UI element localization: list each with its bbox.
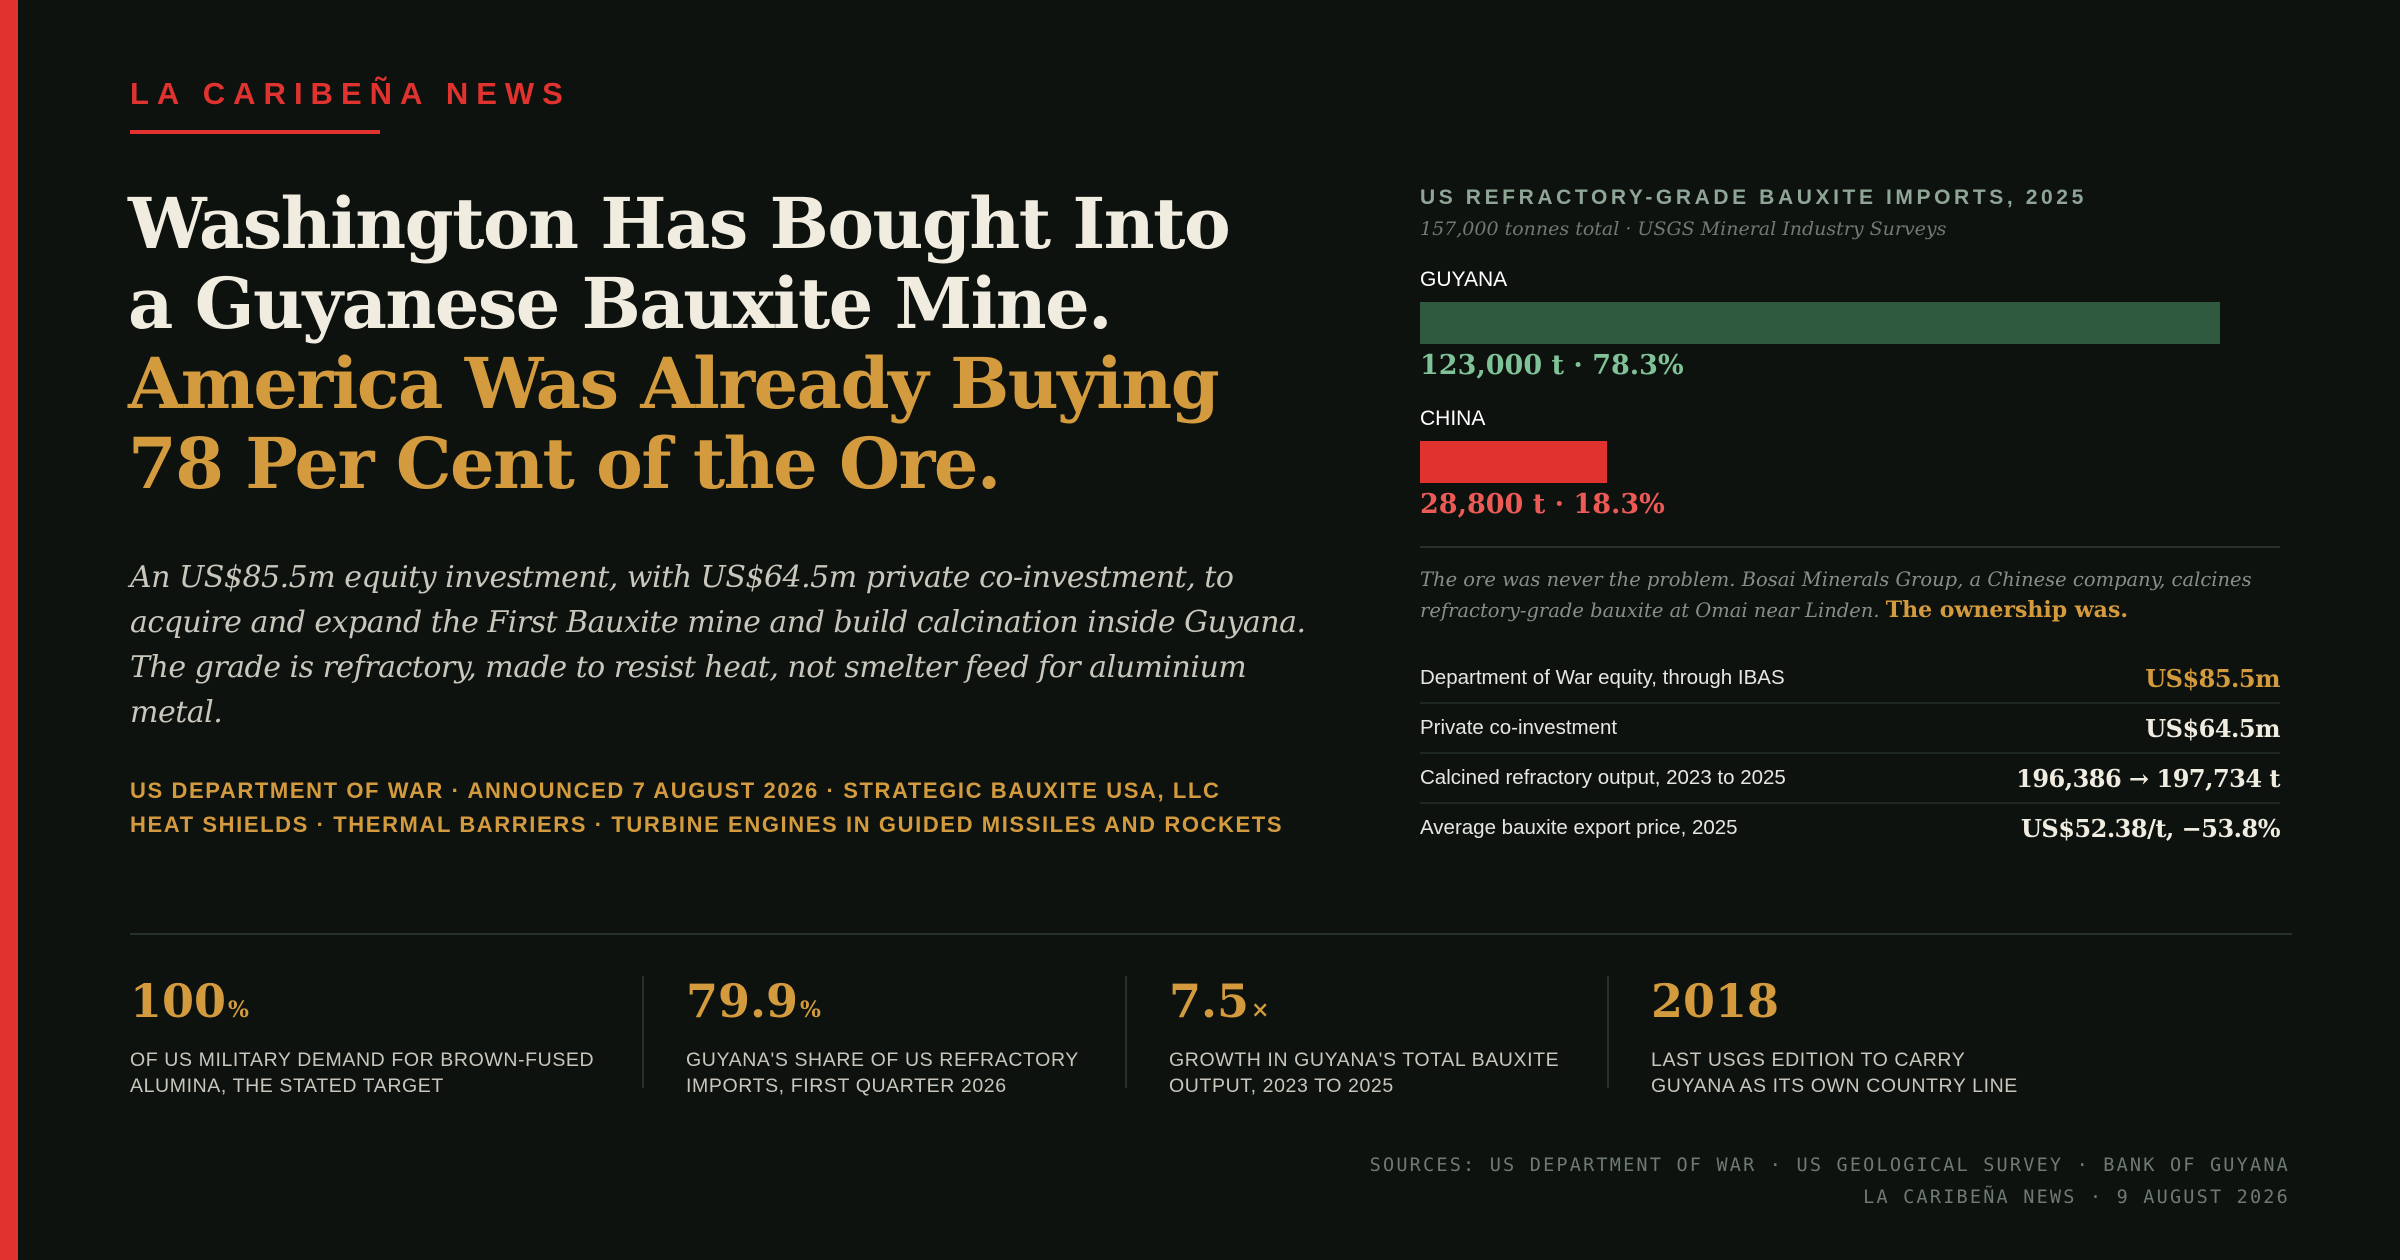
fact-value: US$64.5m [2145,713,2280,743]
standfirst: An US$85.5m equity investment, with US$6… [130,560,1306,730]
bar-china [1420,441,1607,483]
fact-label: Calcined refractory output, 2023 to 2025 [1420,766,1786,789]
stat-label-line: GROWTH IN GUYANA'S TOTAL BAUXITE [1169,1049,1560,1071]
stat-label: GROWTH IN GUYANA'S TOTAL BAUXITE OUTPUT, … [1169,1047,1559,1099]
headline: Washington Has Bought Into a Guyanese Ba… [128,184,1328,504]
stat-value: 2018 [1651,974,1780,1028]
topic-tags-line-1: US DEPARTMENT OF WAR · ANNOUNCED 7 AUGUS… [130,778,1221,803]
headline-line-4: 78 Per Cent of the Ore. [128,422,1001,505]
brand-logo: LA CARIBEÑA NEWS [130,76,571,111]
stat-label: OF US MILITARY DEMAND FOR BROWN-FUSED ALU… [130,1047,594,1099]
note-text: The ore was never the problem. Bosai Min… [1420,568,2252,622]
stat-usgs-edition: 2018 LAST USGS EDITION TO CARRY GUYANA AS… [1607,972,2018,1099]
brand-underline [130,130,380,134]
stat-military-demand: 100% OF US MILITARY DEMAND FOR BROWN-FUS… [130,972,594,1099]
stat-guyana-share: 79.9% GUYANA'S SHARE OF US REFRACTORY IMP… [642,972,1079,1099]
stat-output-growth: 7.5× GROWTH IN GUYANA'S TOTAL BAUXITE OUT… [1125,972,1559,1099]
bar-guyana [1420,302,2220,344]
topic-tags: US DEPARTMENT OF WAR · ANNOUNCED 7 AUGUS… [130,774,1370,842]
headline-line-1: Washington Has Bought Into [128,182,1231,265]
stat-label: LAST USGS EDITION TO CARRY GUYANA AS ITS … [1651,1047,2018,1099]
stat-number: 100% [130,972,594,1039]
stat-divider [1607,976,1609,1088]
stat-divider [1125,976,1127,1088]
analysis-note: The ore was never the problem. Bosai Min… [1420,564,2280,626]
left-accent-bar [0,0,18,1260]
stat-unit: % [800,997,821,1023]
headline-line-2: a Guyanese Bauxite Mine. [128,262,1113,345]
fact-row: Calcined refractory output, 2023 to 2025… [1420,754,2280,804]
stat-label-line: OUTPUT, 2023 TO 2025 [1169,1075,1394,1097]
stat-label-line: GUYANA'S SHARE OF US REFRACTORY [686,1049,1079,1071]
note-emphasis: The ownership was. [1885,597,2128,623]
stat-label-line: LAST USGS EDITION TO CARRY [1651,1049,1966,1071]
fact-label: Department of War equity, through IBAS [1420,666,1785,689]
stat-value: 79.9 [686,974,799,1028]
stat-unit: % [228,997,249,1023]
chart-subtitle: 157,000 tonnes total · USGS Mineral Indu… [1420,218,1947,240]
stat-label: GUYANA'S SHARE OF US REFRACTORY IMPORTS, … [686,1047,1079,1099]
bar-value-china: 28,800 t · 18.3% [1420,489,1665,520]
stat-label-line: ALUMINA, THE STATED TARGET [130,1075,444,1097]
fact-value: US$52.38/t, −53.8% [2020,813,2281,843]
bar-label-china: CHINA [1420,407,1486,430]
fact-label: Average bauxite export price, 2025 [1420,816,1738,839]
stat-unit: × [1251,997,1270,1023]
sources-footer: SOURCES: US DEPARTMENT OF WAR · US GEOLO… [1370,1150,2290,1214]
fact-row: Private co-investment US$64.5m [1420,704,2280,754]
stat-divider [642,976,644,1088]
stat-number: 2018 [1651,972,2018,1039]
facts-table: Department of War equity, through IBAS U… [1420,654,2281,852]
stat-label-line: GUYANA AS ITS OWN COUNTRY LINE [1651,1075,2018,1097]
stats-divider [130,933,2292,935]
topic-tags-line-2: HEAT SHIELDS · THERMAL BARRIERS · TURBIN… [130,812,1284,837]
fact-label: Private co-investment [1420,716,1618,739]
stat-value: 7.5 [1169,974,1250,1028]
stat-number: 79.9% [686,972,1079,1039]
stat-value: 100 [130,974,227,1028]
chart-title: US REFRACTORY-GRADE BAUXITE IMPORTS, 202… [1420,186,2087,209]
panel-divider [1420,546,2280,548]
fact-value: 196,386 → 197,734 t [2016,763,2280,793]
bar-value-guyana: 123,000 t · 78.3% [1420,350,1684,381]
sources-line: SOURCES: US DEPARTMENT OF WAR · US GEOLO… [1369,1155,2290,1176]
fact-value: US$85.5m [2145,663,2280,693]
stat-label-line: OF US MILITARY DEMAND FOR BROWN-FUSED [130,1049,595,1071]
dateline: LA CARIBEÑA NEWS · 9 AUGUST 2026 [1863,1187,2290,1208]
fact-row: Department of War equity, through IBAS U… [1420,654,2280,704]
stat-number: 7.5× [1169,972,1559,1039]
headline-line-3: America Was Already Buying [128,342,1220,425]
bar-label-guyana: GUYANA [1420,268,1508,291]
stat-label-line: IMPORTS, FIRST QUARTER 2026 [686,1075,1007,1097]
fact-row: Average bauxite export price, 2025 US$52… [1420,804,2281,852]
